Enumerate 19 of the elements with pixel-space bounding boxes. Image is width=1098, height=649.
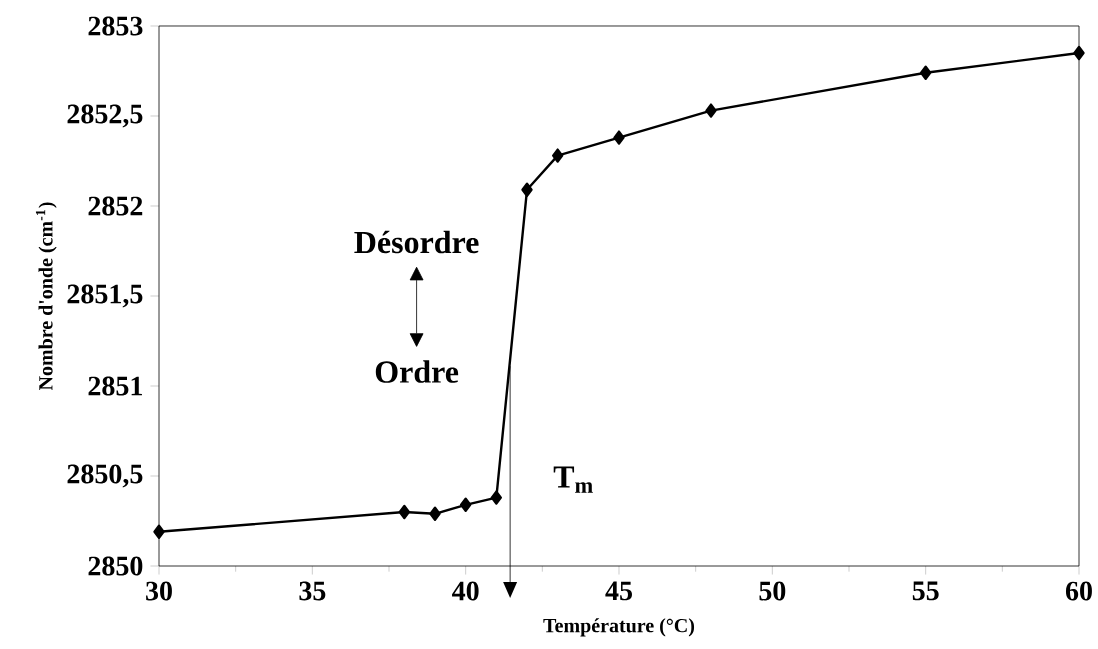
x-tick-label: 60: [1065, 581, 1092, 601]
annotation: Ordre: [375, 360, 459, 383]
y-tick-label: 2850: [88, 556, 143, 576]
x-tick-label: 55: [912, 581, 939, 601]
y-tick-label: 2850,5: [67, 464, 143, 488]
y-axis-title: Nombre d'onde (cm$^{-1}$): [35, 202, 57, 391]
y-tick-label: 2853: [88, 16, 143, 36]
x-tick-label: 35: [299, 581, 326, 601]
ref-line-label: T$_{m}$: [553, 466, 593, 493]
y-tick-label: 2851,5: [67, 284, 143, 308]
y-tick-label: 2852: [88, 196, 143, 216]
y-tick-label: 2851: [88, 376, 142, 396]
x-tick-label: 40: [452, 581, 479, 601]
x-tick-label: 30: [146, 581, 172, 601]
x-axis-title: Température (°C): [543, 618, 695, 637]
annotation: Désordre: [354, 230, 479, 254]
x-tick-label: 45: [605, 581, 632, 601]
x-tick-label: 50: [759, 581, 786, 601]
y-tick-label: 2852,5: [67, 104, 143, 128]
